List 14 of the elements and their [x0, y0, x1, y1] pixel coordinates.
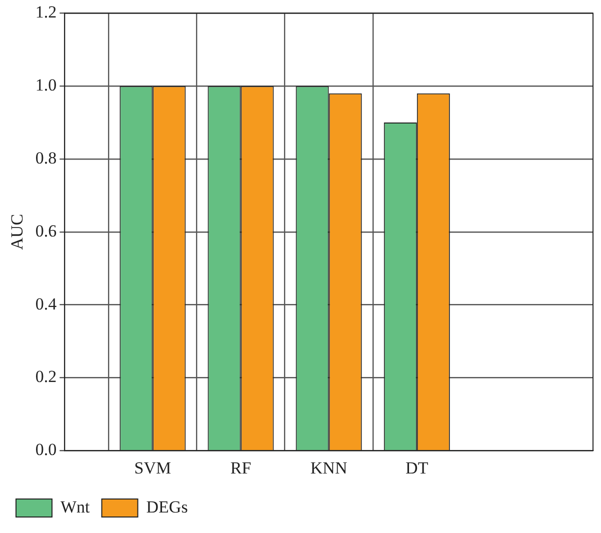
y-tick-label: 1.0	[35, 76, 57, 95]
legend-label: DEGs	[146, 497, 188, 516]
legend-label: Wnt	[60, 497, 90, 516]
y-tick-label: 0.4	[35, 294, 58, 314]
y-tick-label: 0.2	[35, 367, 57, 386]
y-tick-label: 0.8	[35, 148, 57, 168]
y-axis-title: AUC	[8, 214, 27, 250]
x-tick-label: KNN	[310, 458, 348, 478]
y-tick-label: 0.0	[35, 440, 57, 460]
y-tick-label: 0.6	[35, 221, 57, 240]
y-tick-label: 1.2	[35, 2, 57, 22]
x-tick-label: RF	[230, 458, 252, 478]
x-tick-label: DT	[406, 458, 429, 478]
x-tick-label: SVM	[134, 458, 172, 478]
